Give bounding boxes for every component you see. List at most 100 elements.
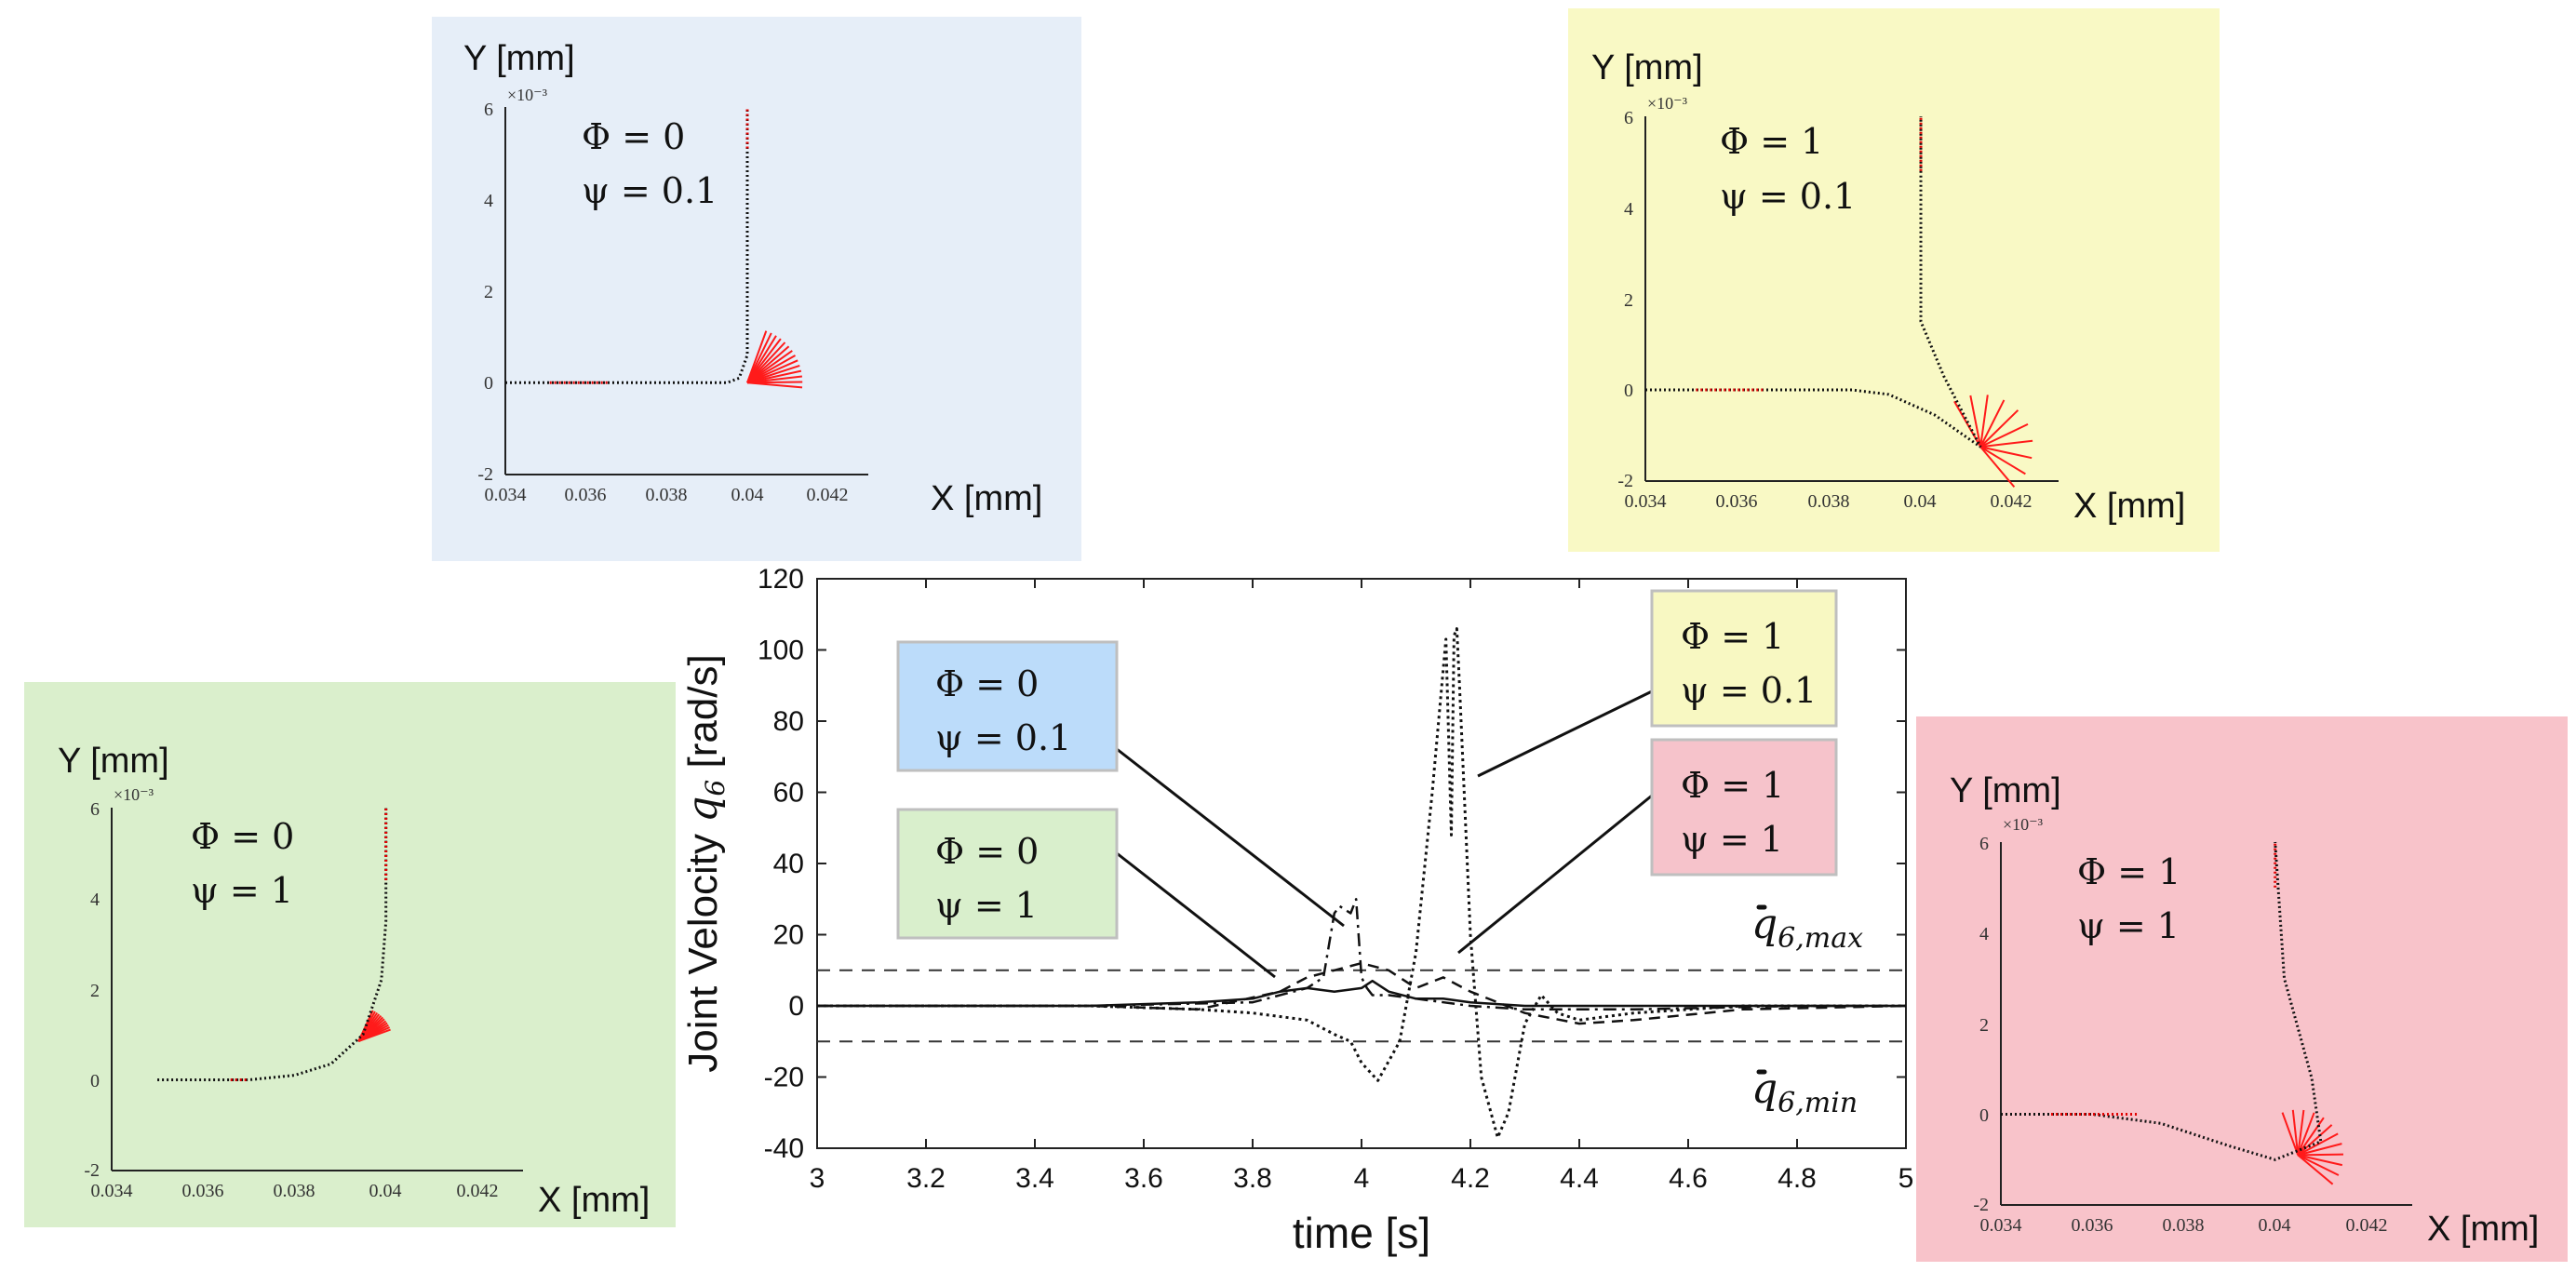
fan-line <box>1979 395 1989 448</box>
x-tick-label: 0.038 <box>646 485 688 505</box>
y-tick-label: 6 <box>90 799 100 820</box>
y-tick-label: 4 <box>1624 199 1633 220</box>
y-tick-label: 0 <box>484 373 493 394</box>
fan-line <box>746 341 786 383</box>
x-tick-label: 4.2 <box>1451 1163 1490 1194</box>
y-tick-label: 6 <box>1979 834 1989 854</box>
x-tick-label: 0.038 <box>1808 491 1850 512</box>
path-line <box>157 808 388 1081</box>
x-tick-label: 3.2 <box>906 1163 946 1194</box>
annotation-phi: Φ = 0 <box>935 831 1039 872</box>
fan-line <box>2297 1143 2342 1157</box>
annotation-phi1-psi1: Φ = 1 ψ = 1 <box>1650 738 1838 877</box>
y-tick-label: 2 <box>484 282 493 302</box>
y-tick-label: 4 <box>484 191 493 211</box>
leader-phi0-psi01 <box>1116 747 1345 928</box>
fan-line <box>2297 1132 2339 1157</box>
y-exponent: ×10⁻³ <box>114 785 154 804</box>
x-axis-label: X [mm] <box>2073 487 2185 526</box>
y-exponent: ×10⁻³ <box>507 86 548 104</box>
main-plot: 3 3.2 3.4 3.6 3.8 4 4.2 4.4 4.6 4.8 5 -40 -20 0 20 40 60… <box>679 564 1913 1257</box>
y-axis-label: Y [mm] <box>58 742 169 781</box>
y-tick-label: 2 <box>1624 290 1633 311</box>
y-tick-label: 6 <box>1624 108 1633 128</box>
y-tick-label: 6 <box>484 100 493 120</box>
fan-line <box>746 330 768 383</box>
y-axis-label: Y [mm] <box>1591 48 1703 87</box>
y-tick-label: 20 <box>773 920 804 951</box>
inset-plot-area <box>2001 841 2344 1185</box>
x-tick-label: 4.8 <box>1778 1163 1817 1194</box>
annotation-phi: Φ = 1 <box>1681 765 1784 806</box>
annotation-phi: Φ = 1 <box>1681 616 1784 657</box>
y-axis-label: Y [mm] <box>1950 771 2061 810</box>
fan-line <box>2297 1117 2325 1156</box>
y-tick-label: 0 <box>1624 381 1633 401</box>
y-axis-label-symbol: q <box>679 796 727 823</box>
y-tick-label: 2 <box>90 981 100 1001</box>
y-tick-label: -2 <box>1617 471 1633 491</box>
path-line <box>2001 841 2323 1161</box>
fan-line <box>2281 1112 2300 1156</box>
x-axis-label: X [mm] <box>931 479 1042 518</box>
phi-label: Φ = 1 <box>1720 121 1823 162</box>
y-tick-label: -20 <box>764 1063 804 1093</box>
y-axis-label-suffix: [rad/s] <box>680 654 726 780</box>
y-exponent: ×10⁻³ <box>2003 815 2044 834</box>
y-tick-label: 80 <box>773 706 804 737</box>
annotation-psi: ψ = 1 <box>1681 819 1783 860</box>
fan-line <box>1979 446 2026 475</box>
y-tick-label: 0 <box>788 991 804 1022</box>
fan-line <box>2298 1154 2343 1167</box>
x-tick-label: 0.036 <box>1716 491 1758 512</box>
leader-phi0-psi1 <box>1116 851 1276 979</box>
phi-label: Φ = 0 <box>582 116 685 157</box>
x-tick-label: 0.04 <box>731 485 764 505</box>
annotation-phi1-psi01: Φ = 1 ψ = 0.1 <box>1650 589 1838 728</box>
annotation-psi: ψ = 0.1 <box>1681 670 1817 711</box>
y-tick-label: 40 <box>773 849 804 879</box>
x-tick-label: 0.034 <box>485 485 527 505</box>
x-tick-label: 4 <box>1354 1163 1370 1194</box>
y-tick-label: 120 <box>758 564 804 595</box>
leader-phi1-psi01 <box>1477 689 1653 778</box>
x-tick-label: 0.038 <box>274 1181 315 1201</box>
fan-line <box>1979 399 2006 448</box>
y-tick-label: -2 <box>84 1160 100 1181</box>
annotation-phi0-psi1: Φ = 0 ψ = 1 <box>896 808 1119 940</box>
x-tick-label: 0.04 <box>1904 491 1937 512</box>
phi-label: Φ = 1 <box>2077 851 2180 892</box>
qmax-label: q6,max <box>1751 901 1863 955</box>
inset-plot-area <box>157 808 391 1081</box>
x-tick-label: 0.034 <box>91 1181 133 1201</box>
qmin-subscript: 6,min <box>1778 1087 1858 1119</box>
y-tick-label: 60 <box>773 778 804 809</box>
fan-line <box>1979 446 2016 489</box>
y-tick-label: 0 <box>90 1071 100 1091</box>
fan-line <box>2297 1109 2305 1156</box>
y-tick-label: -2 <box>1973 1195 1989 1215</box>
x-tick-label: 0.036 <box>2072 1215 2113 1236</box>
x-axis-label: X [mm] <box>2427 1210 2539 1249</box>
y-tick-label: 0 <box>1979 1105 1989 1126</box>
y-axis-label: Joint Velocity q6 [rad/s] <box>679 654 731 1073</box>
fan-line <box>1969 395 1982 448</box>
x-axis-label: time [s] <box>1293 1209 1430 1257</box>
inset-phi1-psi1: 6 4 2 0 -2 0.034 0.036 0.038 0.04 0.042 … <box>1950 771 2539 1249</box>
panel-bg-phi0-psi1 <box>24 682 676 1227</box>
y-axis-label: Y [mm] <box>463 39 575 78</box>
fan-line <box>1979 409 2019 448</box>
psi-label: ψ = 1 <box>191 870 293 911</box>
phi-label: Φ = 0 <box>191 816 294 857</box>
x-tick-label: 0.038 <box>2163 1215 2205 1236</box>
panel-bg-phi1-psi1 <box>1916 716 2568 1262</box>
inset-phi1-psi01: 6 4 2 0 -2 0.034 0.036 0.038 0.04 0.042 … <box>1591 48 2185 526</box>
y-axis-label-subscript: 6 <box>700 780 731 796</box>
fan-line <box>2297 1124 2333 1157</box>
x-axis-label: X [mm] <box>538 1181 650 1220</box>
qmin-label: q6,min <box>1751 1065 1858 1119</box>
x-tick-label: 5 <box>1898 1163 1914 1194</box>
y-exponent: ×10⁻³ <box>1647 94 1688 113</box>
fan-line <box>2297 1112 2315 1156</box>
